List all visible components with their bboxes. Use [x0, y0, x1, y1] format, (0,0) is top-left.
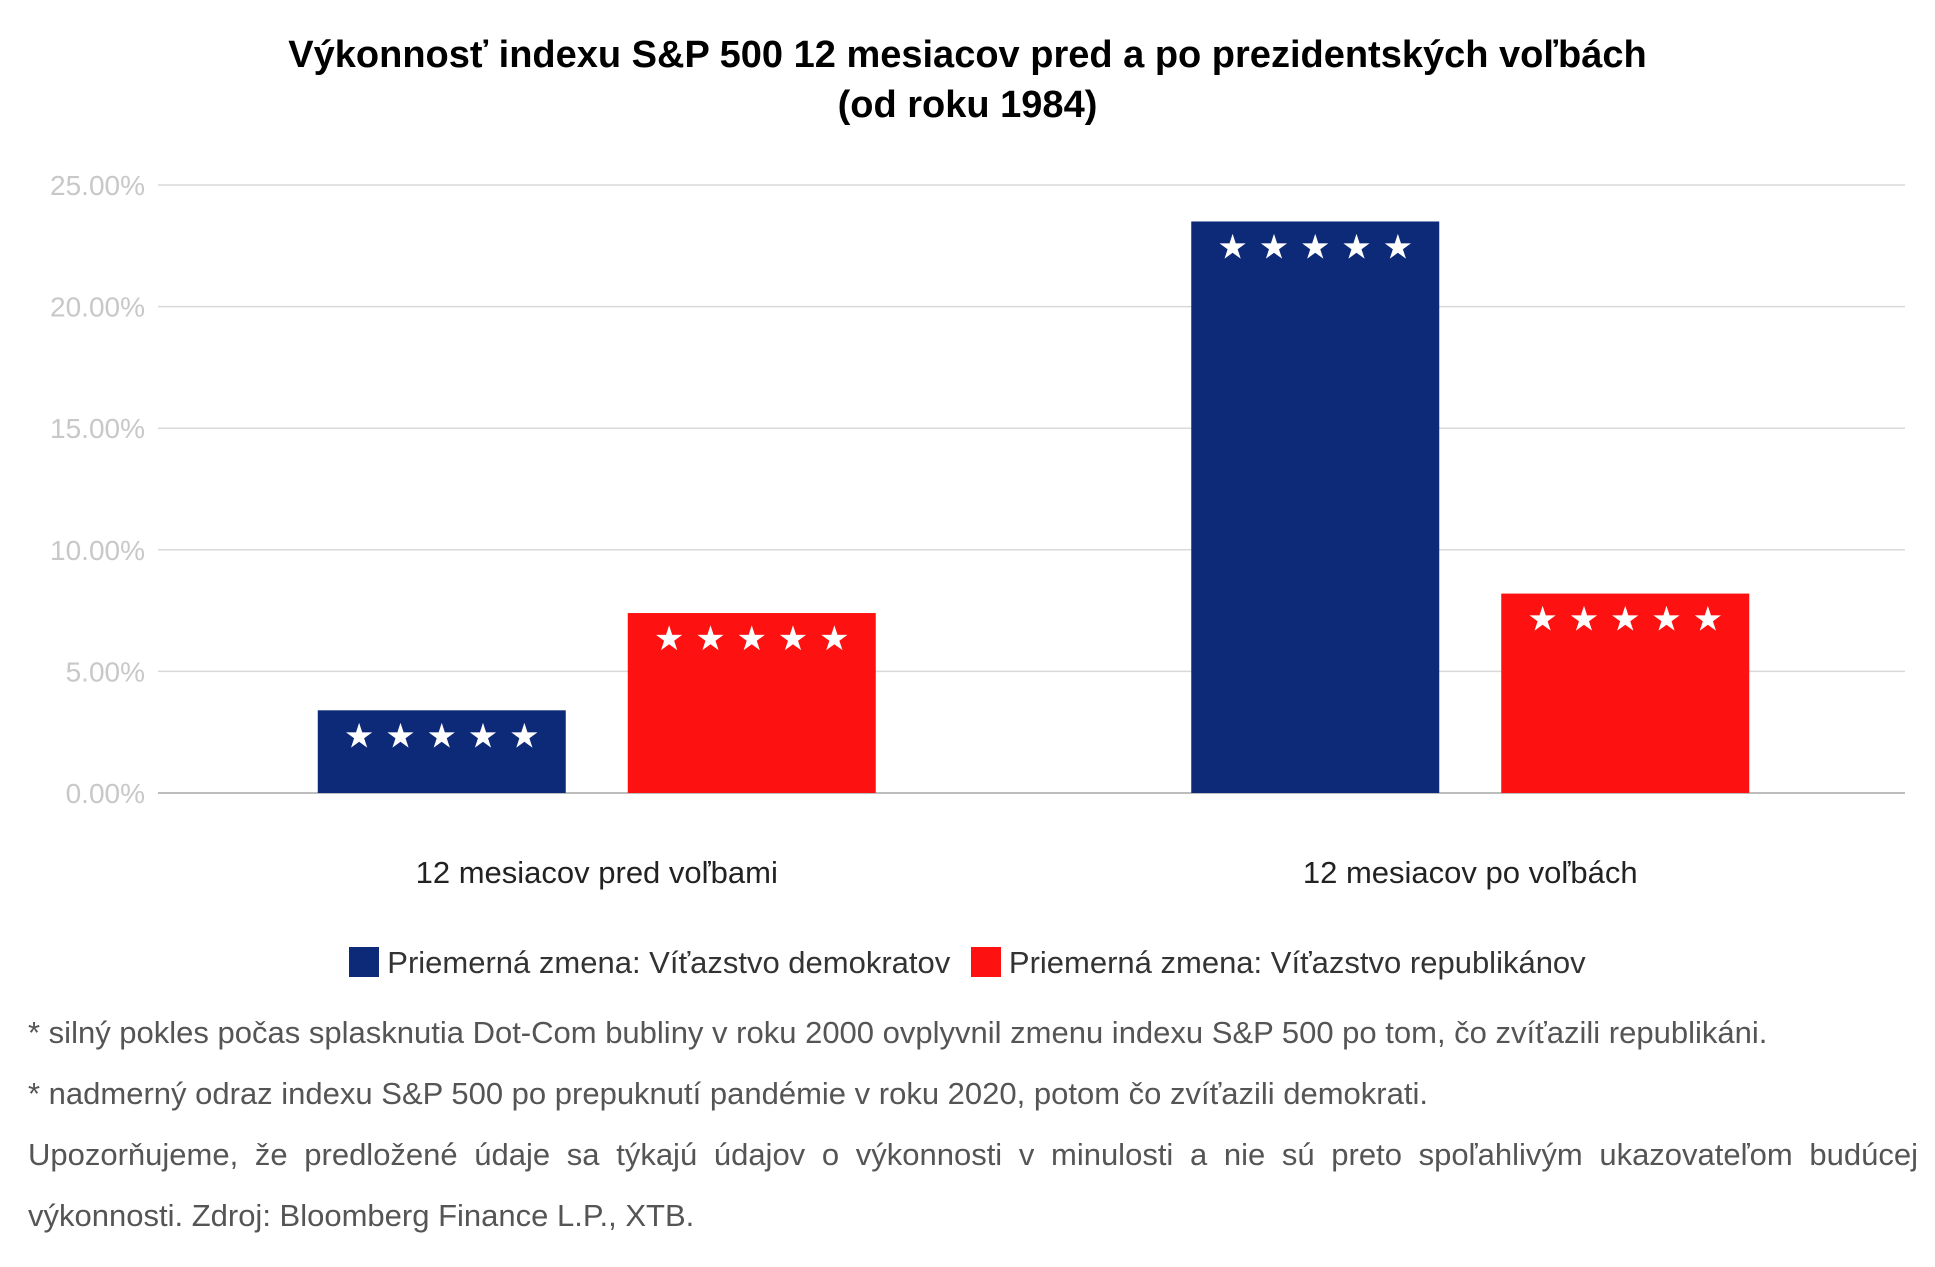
- y-tick-label: 5.00%: [66, 656, 145, 687]
- chart-title-line-1: Výkonnosť indexu S&P 500 12 mesiacov pre…: [288, 34, 1647, 76]
- y-axis-ticks: 0.00% 5.00% 10.00% 15.00% 20.00% 25.00%: [50, 170, 145, 809]
- legend-label-republicans: Priemerná zmena: Víťazstvo republikánov: [1008, 944, 1586, 980]
- bar-stars: ★ ★ ★ ★ ★: [654, 619, 850, 659]
- bar-stars: ★ ★ ★ ★ ★: [344, 716, 540, 756]
- footnotes: * silný pokles počas splasknutia Dot-Com…: [28, 1002, 1918, 1246]
- footnote-dotcom: * silný pokles počas splasknutia Dot-Com…: [28, 1015, 1768, 1050]
- legend-item-republicans: Priemerná zmena: Víťazstvo republikánov: [970, 944, 1586, 981]
- bar: [1191, 221, 1440, 794]
- chart-title-line-2: (od roku 1984): [837, 84, 1098, 126]
- legend-swatch-democrats: [349, 946, 380, 977]
- legend-label-democrats: Priemerná zmena: Víťazstvo demokratov: [387, 944, 951, 980]
- legend-swatch-republicans: [970, 946, 1001, 977]
- y-tick-label: 15.00%: [50, 413, 145, 444]
- y-tick-label: 10.00%: [50, 535, 145, 566]
- bar: [627, 613, 876, 793]
- x-tick-label: 12 mesiacov pred voľbami: [416, 855, 778, 890]
- y-tick-label: 20.00%: [50, 292, 145, 323]
- bars: ★ ★ ★ ★ ★ ★ ★ ★ ★ ★ ★ ★ ★ ★ ★ ★ ★ ★ ★ ★: [317, 221, 1750, 794]
- bar-stars: ★ ★ ★ ★ ★: [1527, 600, 1723, 640]
- footnote-pandemic: * nadmerný odraz indexu S&P 500 po prepu…: [28, 1076, 1428, 1111]
- x-axis-labels: 12 mesiacov pred voľbami 12 mesiacov po v…: [416, 855, 1638, 890]
- disclaimer: Upozorňujeme, že predložené údaje sa týk…: [28, 1137, 1918, 1233]
- legend: Priemerná zmena: Víťazstvo demokratov Pr…: [0, 943, 1935, 981]
- bar-stars: ★ ★ ★ ★ ★: [1217, 227, 1413, 267]
- legend-item-democrats: Priemerná zmena: Víťazstvo demokratov: [349, 945, 950, 981]
- y-tick-label: 25.00%: [50, 170, 145, 201]
- bar: [1501, 593, 1750, 793]
- bar: [317, 710, 566, 793]
- bar-chart: 0.00% 5.00% 10.00% 15.00% 20.00% 25.00% ★ ★ ★…: [50, 170, 1905, 890]
- chart-title: Výkonnosť indexu S&P 500 12 mesiacov pre…: [0, 30, 1935, 130]
- y-tick-label: 0.00%: [66, 778, 145, 809]
- x-tick-label: 12 mesiacov po voľbách: [1303, 855, 1638, 890]
